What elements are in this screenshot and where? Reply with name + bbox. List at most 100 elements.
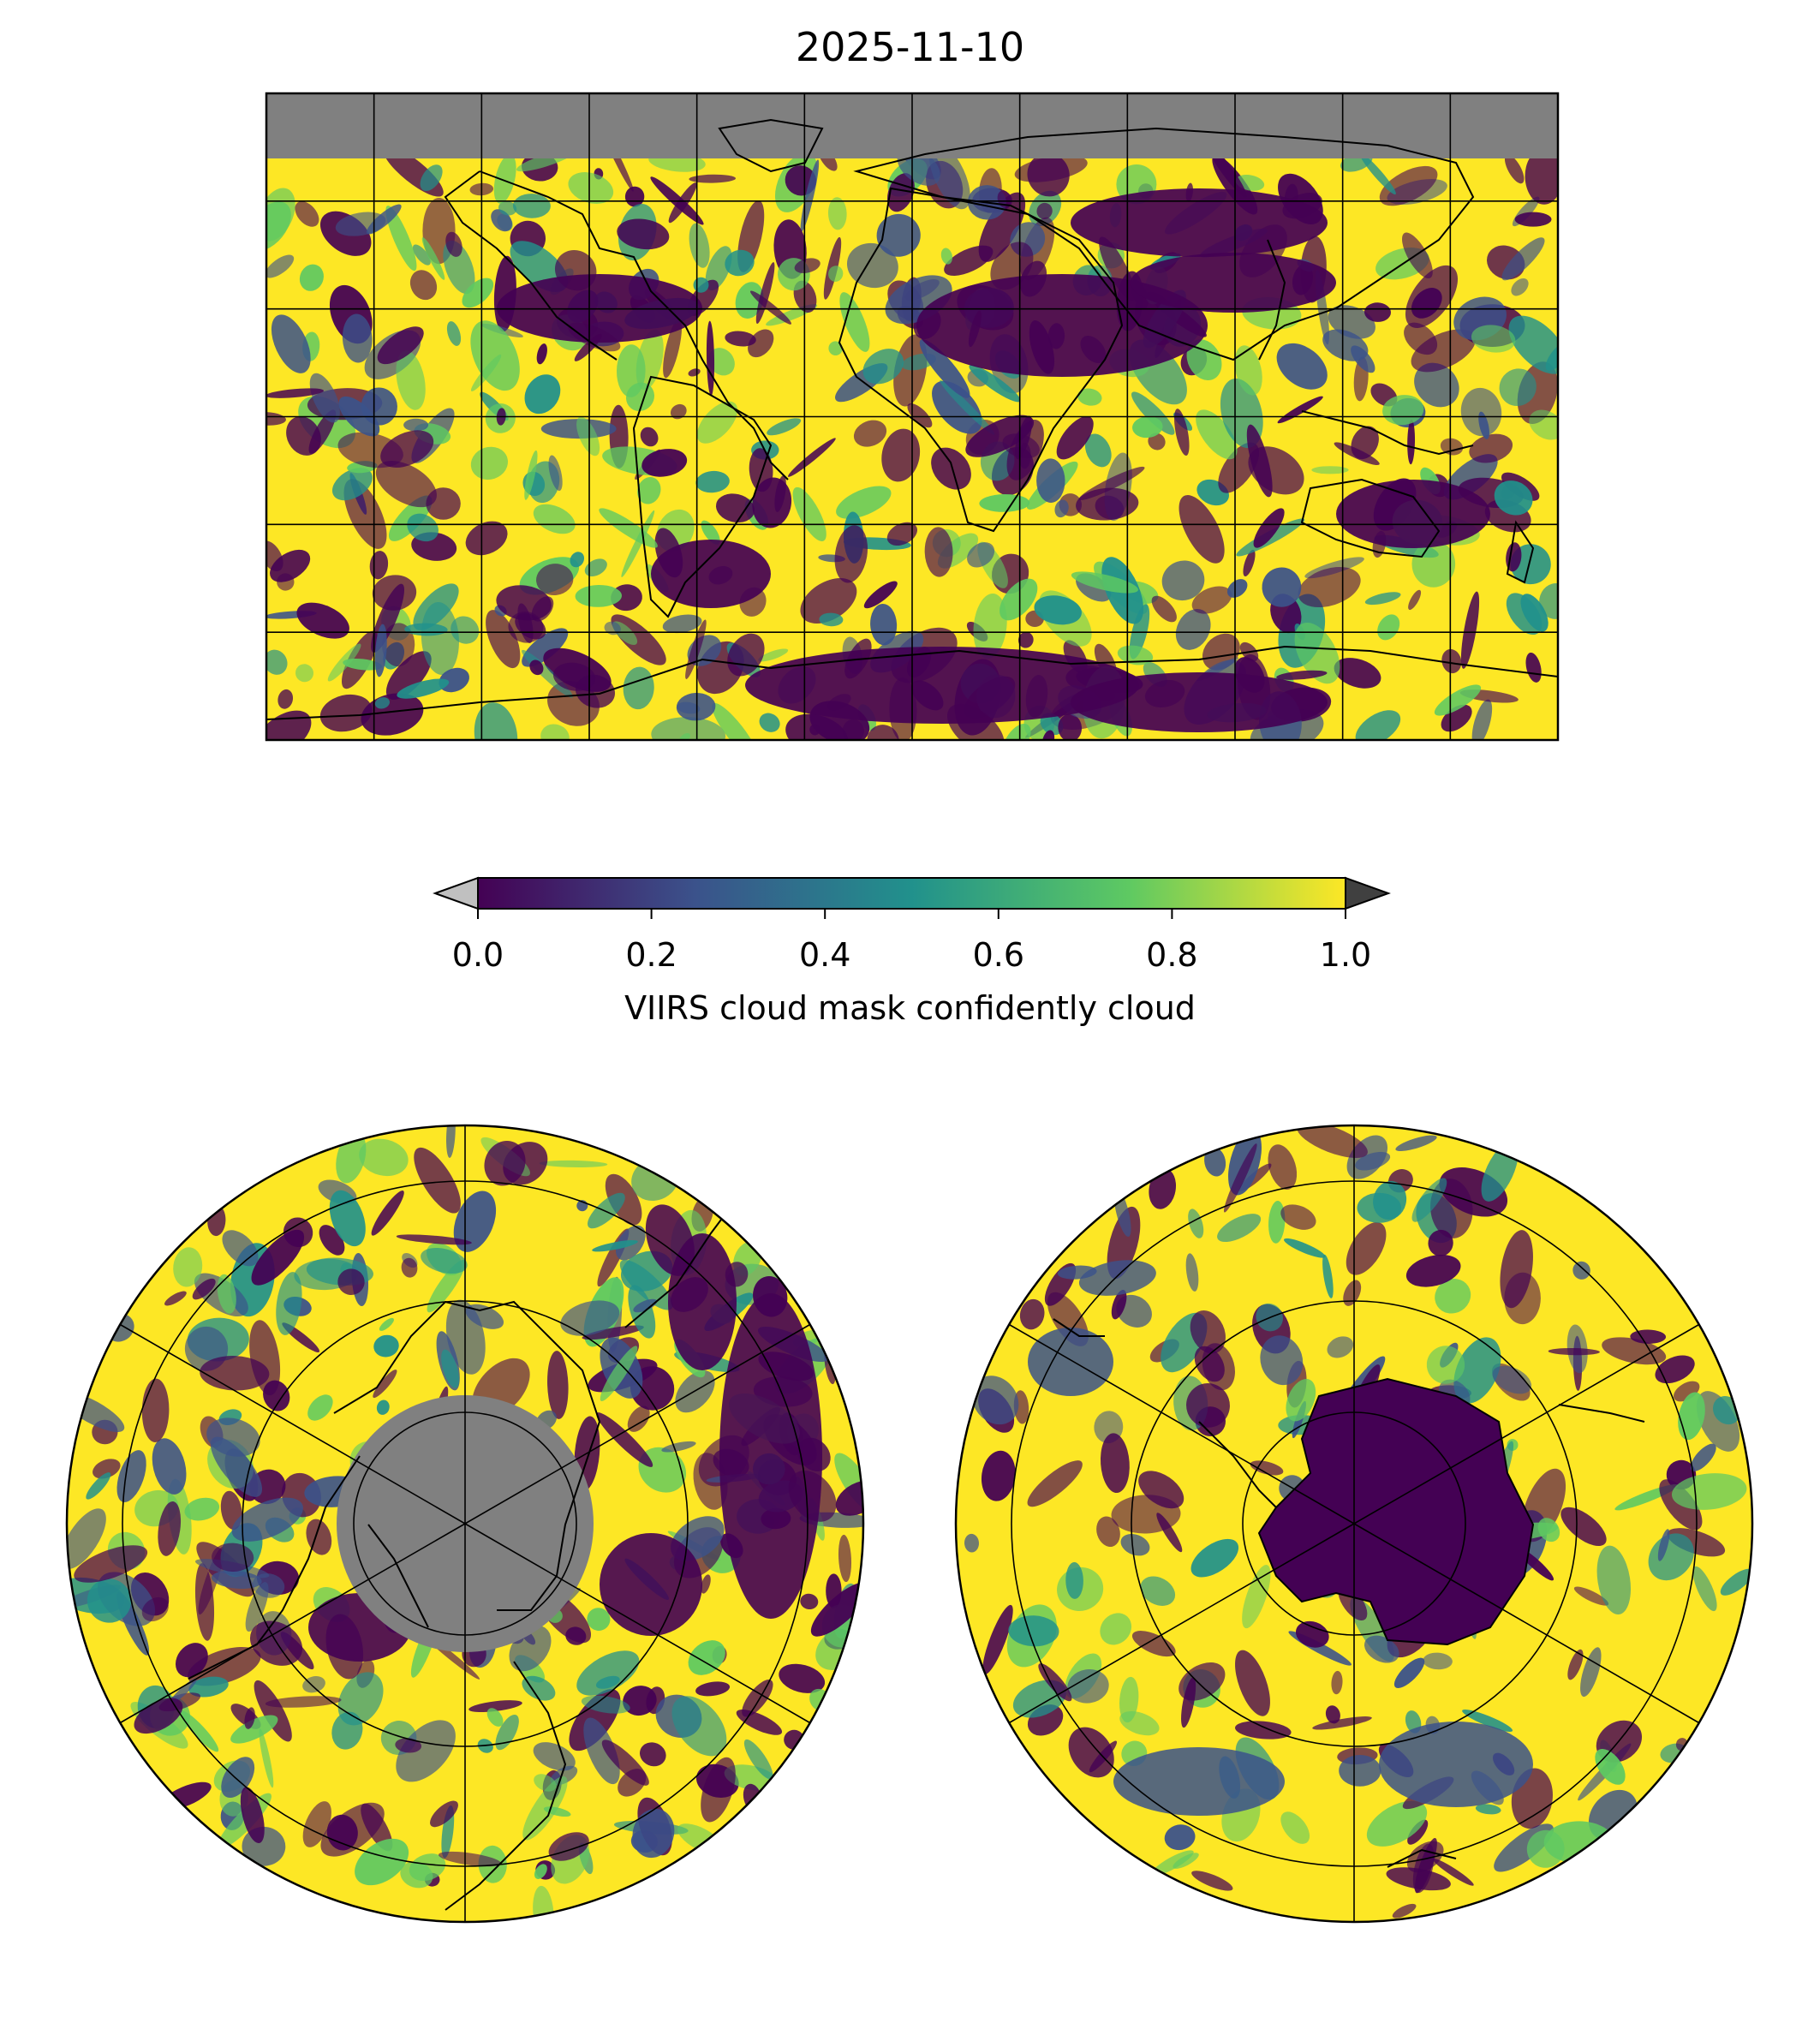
cloud-patch xyxy=(212,1543,254,1572)
cloud-patch xyxy=(1595,1748,1626,1785)
colorbar-tickmarks xyxy=(477,909,1346,919)
cloud-patch xyxy=(838,1534,852,1583)
cloud-patch xyxy=(1185,1253,1199,1292)
cloud-patch xyxy=(759,713,780,732)
cloud-patch xyxy=(1440,438,1464,456)
cloud-patch xyxy=(725,331,756,347)
cloud-patch xyxy=(886,522,918,546)
cloud-patch xyxy=(1331,1670,1343,1695)
cloud-patch xyxy=(296,602,349,639)
cloud-patch xyxy=(1253,508,1285,548)
clear-sky-region xyxy=(1071,672,1328,732)
cloud-patch xyxy=(907,403,933,428)
cloud-patch xyxy=(1346,1222,1387,1275)
cloud-patch xyxy=(249,1320,281,1396)
cloud-patch xyxy=(540,724,570,740)
cloud-patch xyxy=(1223,1143,1257,1213)
cloud-patch xyxy=(446,1125,456,1158)
cloud-patch xyxy=(1334,442,1380,466)
cloud-patch xyxy=(1506,593,1543,636)
cloud-patch xyxy=(1460,591,1480,669)
cloud-patch xyxy=(396,1720,456,1782)
cloud-patch xyxy=(876,213,921,257)
cloud-patch xyxy=(1492,1365,1532,1394)
cloud-patch xyxy=(863,581,898,609)
cloud-patch xyxy=(1131,1631,1176,1657)
cloud-patch xyxy=(1373,1180,1407,1220)
cloud-patch xyxy=(779,1663,826,1693)
cloud-patch xyxy=(373,1334,399,1358)
cloud-patch xyxy=(1173,1853,1199,1869)
cloud-patch xyxy=(445,231,462,257)
cloud-patch xyxy=(474,702,518,740)
cloud-patch xyxy=(430,1800,458,1828)
north-cloud-field xyxy=(67,1125,863,1922)
cloud-patch xyxy=(1469,433,1513,463)
clear-sky-region xyxy=(1336,480,1490,548)
cloud-patch xyxy=(1226,579,1248,598)
cloud-patch xyxy=(575,584,622,607)
cloud-patch xyxy=(1218,442,1260,493)
cloud-patch xyxy=(1191,586,1232,614)
cloud-patch xyxy=(1404,322,1438,355)
cloud-patch xyxy=(570,552,585,568)
cloud-patch xyxy=(1499,368,1537,407)
cloud-patch xyxy=(1434,684,1482,716)
cloud-patch xyxy=(397,678,450,699)
cloud-patch xyxy=(1014,155,1088,182)
cloud-patch xyxy=(307,1394,333,1421)
clear-sky-region xyxy=(1131,253,1336,313)
cloud-patch xyxy=(800,1593,819,1610)
cloud-patch xyxy=(1655,1355,1695,1384)
cloud-patch xyxy=(862,349,904,385)
cloud-patch xyxy=(465,1304,504,1329)
cloud-patch xyxy=(827,197,847,230)
cloud-patch xyxy=(320,1802,385,1857)
cloud-patch xyxy=(1280,1811,1310,1844)
cloud-patch xyxy=(1151,595,1177,623)
cloud-patch xyxy=(375,461,437,508)
cloud-patch xyxy=(1036,458,1065,503)
cloud-patch xyxy=(438,1851,501,1867)
cloud-patch xyxy=(1298,566,1361,608)
cloud-patch xyxy=(1056,415,1094,460)
global-map xyxy=(266,93,1558,740)
cloud-patch xyxy=(1067,1668,1109,1704)
cloud-patch xyxy=(266,254,295,278)
cloud-patch xyxy=(1406,1841,1444,1873)
cloud-patch xyxy=(800,578,857,624)
cloud-patch xyxy=(1003,724,1031,740)
cloud-patch xyxy=(1179,495,1225,564)
cloud-patch xyxy=(470,320,520,391)
cloud-patch xyxy=(932,380,982,434)
colorbar-tick-3: 0.6 xyxy=(972,936,1025,974)
cloud-patch xyxy=(259,1728,274,1788)
cloud-patch xyxy=(1414,362,1459,408)
cloud-patch xyxy=(470,446,509,480)
cloud-patch xyxy=(881,428,921,482)
cloud-patch xyxy=(536,564,574,596)
cloud-patch xyxy=(377,326,424,365)
cloud-patch xyxy=(1671,1473,1747,1510)
cloud-patch xyxy=(141,1596,169,1622)
cloud-patch xyxy=(1411,329,1476,373)
cloud-patch xyxy=(134,1698,183,1734)
cloud-patch xyxy=(524,374,561,415)
cloud-patch xyxy=(1322,1254,1334,1298)
cloud-patch xyxy=(701,1574,711,1594)
cloud-patch xyxy=(767,418,802,436)
cloud-patch xyxy=(194,1563,215,1641)
cloud-patch xyxy=(1423,1652,1453,1670)
colorbar-label: VIIRS cloud mask confidently cloud xyxy=(624,989,1196,1027)
cloud-patch xyxy=(265,1696,342,1708)
cloud-patch xyxy=(1276,670,1328,680)
cloud-patch xyxy=(1526,1829,1565,1868)
cloud-patch xyxy=(1504,1272,1541,1325)
cloud-patch xyxy=(188,1676,229,1698)
cloud-patch xyxy=(319,694,373,732)
cloud-patch xyxy=(141,1378,170,1442)
cloud-patch xyxy=(462,277,494,308)
cloud-patch xyxy=(725,249,755,277)
clear-sky-region xyxy=(719,1293,822,1619)
